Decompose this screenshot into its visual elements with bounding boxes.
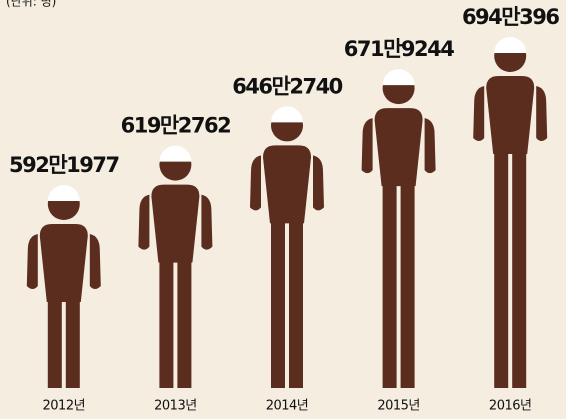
torso [263, 145, 311, 224]
cap [159, 145, 192, 162]
x-tick-label: 2016년 [489, 399, 532, 414]
right-leg [289, 215, 303, 388]
cap [47, 184, 80, 201]
right-leg [400, 178, 415, 388]
x-tick-label: 2014년 [266, 399, 309, 414]
torso [151, 184, 200, 263]
cap [271, 106, 303, 123]
right-leg [65, 294, 80, 388]
left-leg [159, 254, 174, 388]
x-tick-label: 2012년 [43, 399, 86, 414]
left-leg [271, 215, 285, 388]
left-leg [494, 146, 509, 388]
left-leg [382, 178, 397, 388]
left-arm [138, 194, 150, 250]
person-figure [26, 184, 101, 388]
left-arm [26, 234, 38, 289]
right-leg [512, 146, 527, 388]
value-label: 694만396 [462, 5, 559, 29]
right-arm [424, 118, 436, 174]
left-leg [47, 294, 62, 388]
unit-label: (단위: 명) [6, 0, 56, 9]
value-label: 671만9244 [344, 37, 454, 61]
left-arm [250, 155, 261, 211]
left-arm [473, 86, 485, 141]
right-leg [177, 254, 192, 388]
person-figure [473, 37, 548, 388]
left-arm [361, 118, 373, 174]
torso [39, 224, 88, 302]
right-arm [201, 194, 213, 250]
torso [374, 108, 423, 187]
person-figure [250, 106, 324, 388]
x-tick-label: 2013년 [154, 399, 197, 414]
cap [494, 37, 527, 53]
value-label: 646만2740 [232, 74, 342, 98]
value-label: 592만1977 [9, 153, 119, 177]
right-arm [536, 86, 548, 141]
person-figure [138, 145, 213, 388]
right-arm [313, 155, 324, 211]
right-arm [89, 234, 101, 289]
value-label: 619만2762 [121, 114, 231, 138]
cap [382, 69, 415, 86]
person-figure [361, 69, 436, 388]
torso [486, 76, 535, 154]
x-tick-label: 2015년 [377, 399, 420, 414]
